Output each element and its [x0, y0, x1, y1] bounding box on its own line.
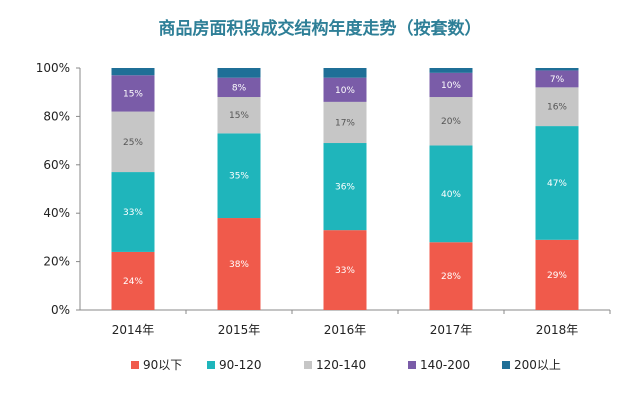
bar-segment: [535, 70, 579, 88]
bar-data-label: 10%: [335, 86, 355, 96]
bar-segment: [323, 143, 367, 231]
bar-segment: [217, 68, 261, 78]
x-tick-label: 2015年: [218, 323, 261, 337]
bar-data-label: 33%: [335, 266, 355, 276]
bar-data-label: 10%: [441, 81, 461, 91]
bar-segment: [217, 77, 261, 98]
bar-data-label: 40%: [441, 190, 461, 200]
bar-segment: [217, 133, 261, 219]
legend-label: 140-200: [420, 358, 470, 372]
bar-data-label: 47%: [547, 179, 567, 189]
bar-segment: [429, 68, 473, 73]
bar-data-label: 16%: [547, 103, 567, 113]
bar-data-label: 38%: [229, 260, 249, 270]
legend-swatch: [131, 361, 139, 369]
legend: 90以下 90-120 120-140 140-200 200以上: [131, 358, 561, 372]
bar-segment: [111, 172, 155, 252]
bar-segment: [429, 72, 473, 98]
bar-segment: [323, 68, 367, 78]
bar-data-label: 8%: [232, 83, 247, 93]
bars: 24% 33% 25% 15% 38% 35% 15% 8% 33% 36% 17% 10% 28% 40…: [111, 68, 579, 310]
legend-swatch: [304, 361, 312, 369]
axes: 0% 20% 40% 60% 80% 100% 2014年 2015年 2016年 2017年 20…: [36, 61, 611, 337]
bar-segment: [535, 68, 579, 71]
bar-segment: [535, 239, 579, 310]
y-tick-label: 0%: [51, 303, 70, 317]
bar-segment: [111, 251, 155, 310]
bar-data-label: 25%: [123, 138, 143, 148]
x-tick-label: 2018年: [536, 323, 579, 337]
bar-segment: [323, 230, 367, 310]
legend-swatch: [502, 361, 510, 369]
bar-segment: [429, 242, 473, 310]
bar-segment: [323, 101, 367, 144]
bar-data-label: 15%: [229, 111, 249, 121]
legend-swatch: [207, 361, 215, 369]
bar-segment: [217, 97, 261, 134]
chart-title: 商品房面积段成交结构年度走势（按套数）: [159, 18, 482, 39]
bar-data-label: 36%: [335, 183, 355, 193]
bar-data-label: 35%: [229, 172, 249, 182]
x-tick-label: 2017年: [430, 323, 473, 337]
legend-label: 200以上: [514, 358, 561, 372]
legend-label: 90以下: [143, 358, 182, 372]
bar-data-label: 24%: [123, 277, 143, 287]
bar-segment: [429, 145, 473, 243]
bar-data-label: 28%: [441, 272, 461, 282]
legend-label: 120-140: [316, 358, 366, 372]
y-tick-label: 40%: [43, 206, 70, 220]
bar-segment: [429, 97, 473, 146]
bar-segment: [535, 126, 579, 240]
bar-segment: [323, 77, 367, 102]
bar-data-label: 17%: [335, 118, 355, 128]
y-tick-label: 80%: [43, 109, 70, 123]
bar-data-label: 20%: [441, 117, 461, 127]
bar-segment: [217, 218, 261, 310]
y-tick-label: 60%: [43, 158, 70, 172]
bar-data-label: 33%: [123, 208, 143, 218]
bar-segment: [111, 111, 155, 173]
legend-swatch: [408, 361, 416, 369]
bar-segment: [111, 68, 155, 76]
y-tick-label: 20%: [43, 255, 70, 269]
bar-segment: [535, 87, 579, 127]
legend-label: 90-120: [219, 358, 262, 372]
x-tick-label: 2016年: [324, 323, 367, 337]
bar-segment: [111, 75, 155, 112]
bar-data-label: 7%: [550, 75, 565, 85]
x-tick-label: 2014年: [112, 323, 155, 337]
bar-data-label: 15%: [123, 89, 143, 99]
y-tick-label: 100%: [36, 61, 70, 75]
bar-data-label: 29%: [547, 271, 567, 281]
